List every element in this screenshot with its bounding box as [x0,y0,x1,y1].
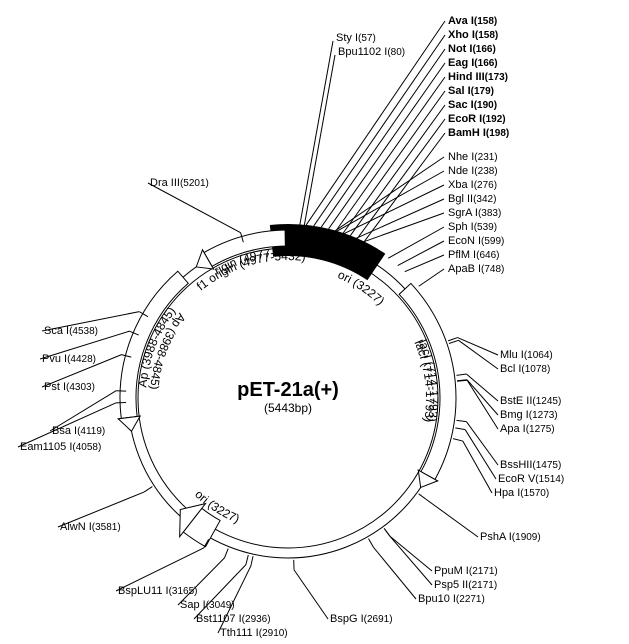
site-label-bold: EcoR I(192) [448,113,506,125]
site-label: PflM I(646) [448,249,499,261]
site-label: Psp5 II(2171) [434,579,497,591]
site-label: Tth111 I(2910) [220,627,288,639]
site-label: Bgl II(342) [448,193,496,205]
site-label: ApaB I(748) [448,263,504,275]
site-label: Eam1105 I(4058) [20,441,101,453]
site-label: Bpu10 I(2271) [418,593,485,605]
site-label-bold: Eag I(166) [448,57,498,69]
site-label: SgrA I(383) [448,207,501,219]
site-label: Pst I(4303) [44,381,95,393]
site-label: Nde I(238) [448,165,498,177]
plasmid-name: pET-21a(+) [237,379,339,401]
plasmid-map-svg: pET-21a(+)(5443bp)f1 origin (4977-5432)A… [0,0,629,644]
site-label: Sty I(57) [336,32,376,44]
site-label: Sca I(4538) [44,325,98,337]
site-label: BspLU11 I(3165) [118,585,197,597]
site-label: Bpu1102 I(80) [338,46,405,58]
site-label-bold: Hind III(173) [448,71,508,83]
site-label: Bst1107 I(2936) [196,613,271,625]
site-label: Sph I(539) [448,221,497,233]
site-label: PpuM I(2171) [434,565,498,577]
site-label-bold: Sal I(179) [448,85,494,97]
site-label: BspG I(2691) [330,613,393,625]
site-label: PshA I(1909) [480,531,541,543]
site-label: EcoN I(599) [448,235,504,247]
site-label: Sap I(3049) [180,599,235,611]
site-label-bold: Not I(166) [448,43,496,55]
site-label: BssHII(1475) [500,459,561,471]
site-label: Bcl I(1078) [500,363,550,375]
site-label: Nhe I(231) [448,151,498,163]
site-label: BstE II(1245) [500,395,561,407]
site-label: Bsa I(4119) [52,425,105,437]
site-label-bold: Sac I(190) [448,99,497,111]
plasmid-size: (5443bp) [264,401,312,415]
site-label: Dra III(5201) [150,177,209,189]
site-label-bold: BamH I(198) [448,127,509,139]
site-label: Xba I(276) [448,179,497,191]
site-label: Mlu I(1064) [500,349,553,361]
site-label: EcoR V(1514) [498,473,564,485]
site-label: AlwN I(3581) [60,521,121,533]
site-label: Pvu I(4428) [42,353,96,365]
site-label-bold: Ava I(158) [448,15,497,27]
site-label: Bmg I(1273) [500,409,558,421]
site-label: Apa I(1275) [500,423,555,435]
site-label: Hpa I(1570) [494,487,549,499]
site-label-bold: Xho I(158) [448,29,498,41]
